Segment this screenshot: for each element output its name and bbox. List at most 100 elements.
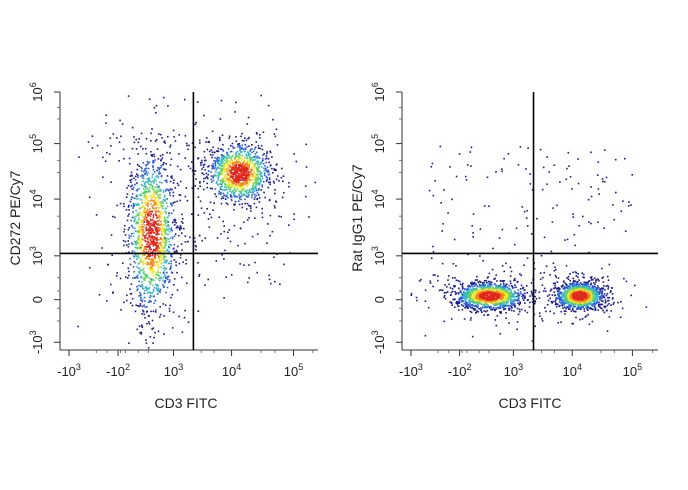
event-dot [256, 170, 259, 173]
event-dot [214, 157, 216, 159]
event-dot [507, 292, 510, 295]
event-dot [550, 288, 553, 291]
event-dot [126, 193, 129, 195]
event-dot [250, 158, 252, 161]
event-dot [558, 301, 561, 303]
event-dot [457, 292, 459, 294]
event-dot [208, 170, 210, 172]
event-dot [233, 173, 235, 176]
event-dot [562, 281, 565, 283]
event-dot [151, 219, 154, 221]
event-dot [222, 165, 224, 168]
event-dot [155, 176, 158, 178]
event-dot [470, 304, 472, 306]
event-dot [554, 282, 557, 284]
event-dot [517, 292, 519, 295]
event-dot [163, 218, 166, 220]
event-dot [130, 171, 133, 174]
event-dot [530, 282, 533, 284]
event-dot [152, 258, 154, 261]
event-dot [149, 300, 151, 303]
event-dot [589, 307, 592, 309]
event-dot [613, 218, 616, 221]
event-dot [154, 210, 157, 212]
event-dot [526, 299, 529, 302]
event-dot [261, 216, 264, 219]
event-dot [128, 204, 130, 207]
event-dot [130, 219, 132, 222]
event-dot [260, 189, 262, 191]
event-dot [634, 284, 636, 287]
event-dot [147, 261, 150, 264]
event-dot [152, 215, 155, 217]
event-dot [177, 184, 180, 187]
event-dot [155, 238, 158, 240]
event-dot [165, 261, 168, 264]
event-dot [162, 191, 165, 193]
event-dot [149, 210, 151, 213]
event-dot [212, 146, 214, 149]
event-dot [164, 207, 167, 210]
event-dot [457, 302, 460, 304]
event-dot [217, 176, 220, 178]
event-dot [225, 202, 228, 205]
event-dot [477, 305, 479, 308]
event-dot [502, 304, 505, 307]
event-dot [529, 295, 531, 297]
event-dot [144, 190, 146, 193]
event-dot [259, 177, 261, 180]
event-dot [159, 259, 161, 262]
event-dot [142, 309, 144, 312]
event-dot [223, 159, 226, 162]
event-dot [575, 275, 578, 277]
event-dot [164, 276, 167, 278]
event-dot [568, 295, 570, 298]
event-dot [162, 202, 164, 204]
event-dot [573, 288, 575, 291]
event-dot [283, 263, 285, 266]
event-dot [141, 324, 143, 327]
event-dot [470, 297, 473, 300]
event-dot [467, 253, 469, 256]
event-dot [630, 294, 632, 297]
event-dot [506, 291, 509, 294]
event-dot [489, 287, 492, 289]
event-dot [242, 167, 244, 170]
event-dot [469, 302, 471, 305]
event-dot [148, 236, 150, 238]
event-dot [561, 285, 564, 288]
event-dot [155, 309, 157, 311]
event-dot [453, 285, 455, 287]
event-dot [469, 310, 472, 313]
event-dot [508, 307, 510, 310]
event-dot [508, 292, 511, 294]
event-dot [586, 308, 589, 310]
event-dot [136, 230, 138, 232]
event-dot [148, 288, 150, 290]
event-dot [497, 301, 500, 303]
event-dot [222, 178, 225, 181]
event-dot [171, 253, 174, 256]
event-dot [234, 167, 236, 170]
event-dot [487, 276, 489, 278]
event-dot [143, 279, 146, 281]
event-dot [154, 250, 157, 253]
event-dot [499, 333, 502, 335]
event-dot [167, 189, 170, 192]
event-dot [175, 261, 177, 263]
event-dot [505, 283, 507, 286]
event-dot [232, 145, 234, 148]
event-dot [473, 302, 475, 304]
event-dot [464, 292, 467, 294]
event-dot [463, 302, 465, 305]
event-dot [517, 302, 519, 305]
event-dot [592, 299, 594, 302]
event-dot [278, 180, 280, 182]
event-dot [479, 228, 482, 230]
event-dot [146, 310, 149, 313]
event-dot [155, 244, 157, 246]
event-dot [151, 128, 153, 130]
event-dot [175, 221, 177, 224]
event-dot [434, 180, 436, 182]
event-dot [237, 244, 239, 247]
